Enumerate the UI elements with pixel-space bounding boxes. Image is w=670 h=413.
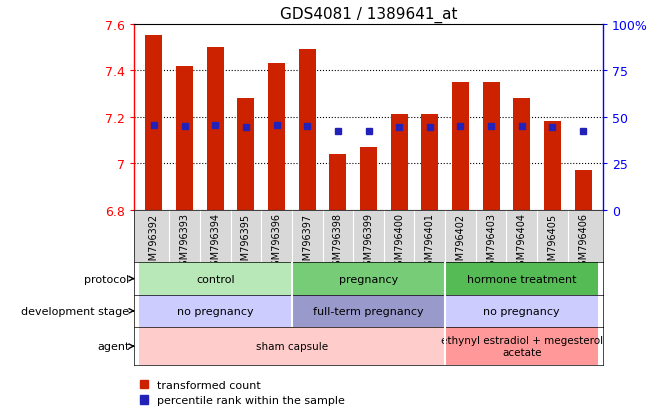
Bar bbox=[292, 263, 445, 295]
Text: control: control bbox=[196, 274, 234, 284]
Text: protocol: protocol bbox=[84, 274, 129, 284]
Text: no pregnancy: no pregnancy bbox=[484, 306, 560, 316]
Text: GSM796394: GSM796394 bbox=[210, 213, 220, 272]
Bar bbox=[330, 154, 346, 210]
Bar bbox=[445, 263, 598, 295]
Text: GSM796401: GSM796401 bbox=[425, 213, 435, 272]
Bar bbox=[513, 99, 530, 210]
Text: pregnancy: pregnancy bbox=[339, 274, 398, 284]
Bar bbox=[544, 122, 561, 210]
Text: full-term pregnancy: full-term pregnancy bbox=[313, 306, 424, 316]
Bar bbox=[445, 327, 598, 366]
Title: GDS4081 / 1389641_at: GDS4081 / 1389641_at bbox=[280, 7, 457, 24]
Text: GSM796396: GSM796396 bbox=[271, 213, 281, 272]
Text: sham capsule: sham capsule bbox=[256, 342, 328, 351]
Text: GSM796403: GSM796403 bbox=[486, 213, 496, 272]
Bar bbox=[391, 115, 407, 210]
Text: GSM796405: GSM796405 bbox=[547, 213, 557, 272]
Text: ethynyl estradiol + megesterol
acetate: ethynyl estradiol + megesterol acetate bbox=[441, 335, 603, 357]
Bar bbox=[452, 83, 469, 210]
Bar bbox=[139, 327, 445, 366]
Bar bbox=[139, 263, 292, 295]
Bar bbox=[292, 295, 445, 327]
Bar bbox=[176, 66, 193, 210]
Bar bbox=[139, 295, 292, 327]
Text: GSM796406: GSM796406 bbox=[578, 213, 588, 272]
Text: no pregnancy: no pregnancy bbox=[177, 306, 253, 316]
Bar bbox=[421, 115, 438, 210]
Bar bbox=[268, 64, 285, 210]
Legend: transformed count, percentile rank within the sample: transformed count, percentile rank withi… bbox=[139, 380, 345, 406]
Text: development stage: development stage bbox=[21, 306, 129, 316]
Text: GSM796404: GSM796404 bbox=[517, 213, 527, 272]
Text: hormone treatment: hormone treatment bbox=[467, 274, 576, 284]
Text: GSM796402: GSM796402 bbox=[456, 213, 466, 272]
Bar bbox=[237, 99, 255, 210]
Bar bbox=[445, 295, 598, 327]
Bar bbox=[482, 83, 500, 210]
Bar bbox=[299, 50, 316, 210]
Text: GSM796399: GSM796399 bbox=[364, 213, 373, 272]
Text: agent: agent bbox=[97, 342, 129, 351]
Text: GSM796400: GSM796400 bbox=[394, 213, 404, 272]
Text: GSM796393: GSM796393 bbox=[180, 213, 190, 272]
Text: GSM796392: GSM796392 bbox=[149, 213, 159, 272]
Text: GSM796395: GSM796395 bbox=[241, 213, 251, 272]
Bar bbox=[145, 36, 162, 210]
Bar bbox=[207, 48, 224, 210]
Bar bbox=[360, 148, 377, 210]
Bar bbox=[575, 171, 592, 210]
Text: GSM796397: GSM796397 bbox=[302, 213, 312, 272]
Text: GSM796398: GSM796398 bbox=[333, 213, 343, 272]
